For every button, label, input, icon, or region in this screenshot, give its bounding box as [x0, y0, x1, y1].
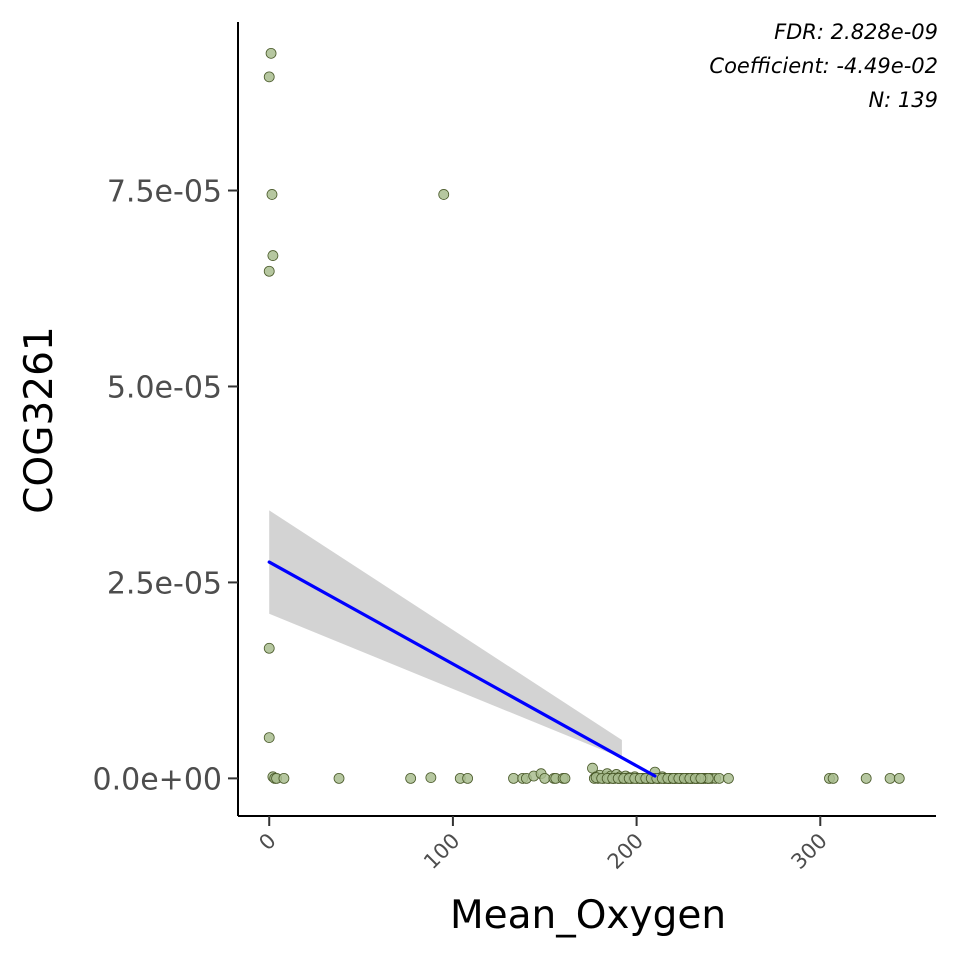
data-point: [884, 772, 896, 784]
data-point: [559, 772, 571, 784]
data-point: [265, 47, 277, 59]
data-point: [263, 642, 275, 654]
data-point: [425, 772, 437, 783]
annotation-n: N: 139: [868, 88, 938, 112]
data-point: [438, 189, 450, 200]
data-point: [860, 772, 872, 784]
data-point: [266, 189, 278, 200]
data-point: [723, 772, 734, 784]
y-tick-label: 0.0e+00: [93, 762, 222, 797]
data-point: [695, 772, 707, 784]
data-point: [278, 772, 290, 784]
data-point: [508, 772, 519, 784]
y-axis-title: COG3261: [17, 326, 62, 513]
data-point: [263, 71, 275, 83]
data-point: [333, 772, 345, 784]
axes-layer: 0.0e+00 2.5e-05 5.0e-05 7.5e-05 0 100 200 300: [93, 22, 936, 874]
fit-line-layer: [267, 560, 657, 778]
data-point: [405, 772, 417, 784]
data-point: [263, 732, 275, 744]
annotation-fdr: FDR: 2.828e-09: [774, 20, 938, 44]
data-point: [893, 772, 905, 784]
y-tick-label: 2.5e-05: [107, 566, 222, 601]
points-layer: [263, 47, 905, 784]
x-tick-label: 0: [254, 829, 280, 855]
data-point: [539, 772, 551, 784]
x-tick-label: 200: [603, 829, 648, 874]
x-axis-title: Mean_Oxygen: [450, 893, 726, 938]
x-tick-label: 300: [786, 829, 831, 874]
data-point: [713, 772, 725, 784]
data-point: [462, 772, 474, 784]
data-point: [263, 265, 275, 277]
y-tick-label: 5.0e-05: [107, 370, 222, 405]
data-point: [827, 772, 839, 784]
x-tick-label: 100: [419, 829, 464, 874]
data-point: [267, 250, 279, 261]
confidence-ribbon: [269, 510, 622, 758]
fit-line: [267, 560, 657, 778]
confidence-ribbon-layer: [269, 510, 622, 758]
y-tick-label: 7.5e-05: [107, 175, 222, 210]
annotation-coefficient: Coefficient: -4.49e-02: [709, 54, 938, 78]
